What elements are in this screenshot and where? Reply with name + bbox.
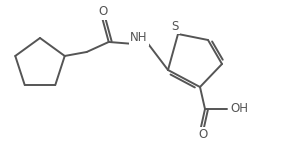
Text: NH: NH	[130, 31, 148, 45]
Text: S: S	[171, 19, 179, 33]
Text: OH: OH	[230, 102, 248, 116]
Text: O: O	[198, 128, 208, 142]
Text: O: O	[98, 5, 107, 18]
